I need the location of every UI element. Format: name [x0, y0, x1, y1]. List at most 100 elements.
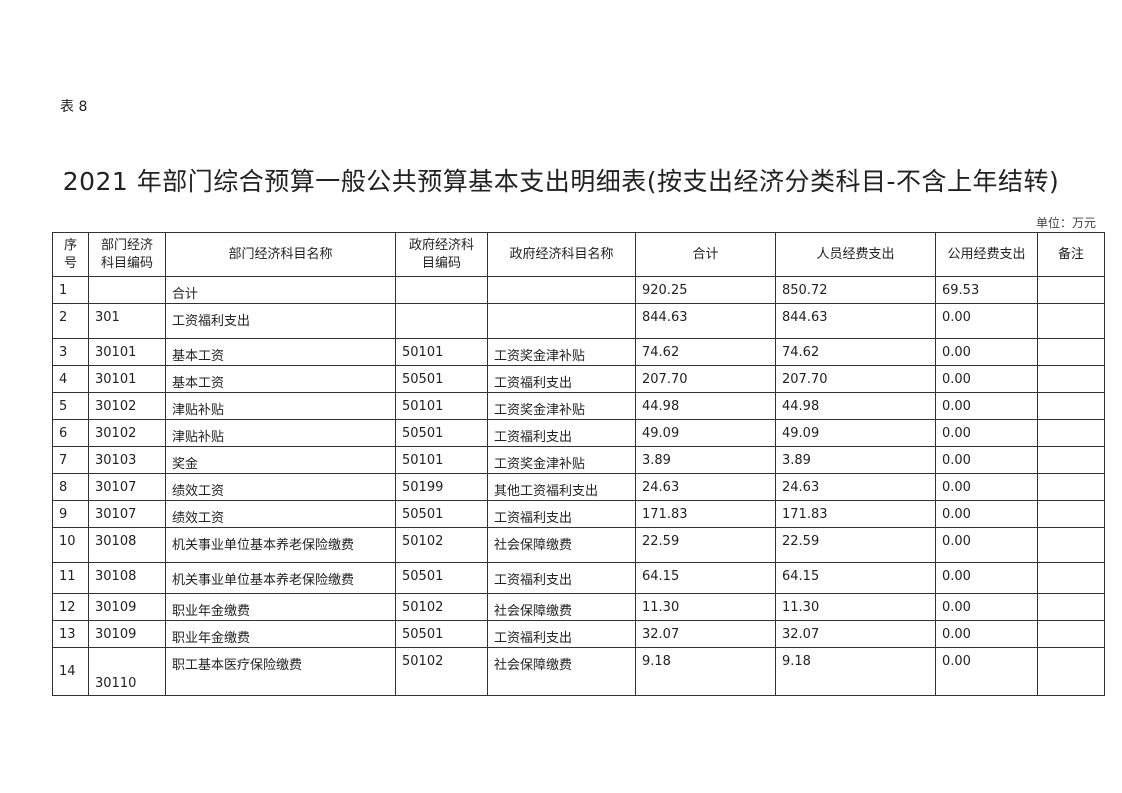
header-line: 政府经济科目名称 [509, 246, 614, 262]
table-cell: 74.62 [775, 338, 936, 366]
table-cell: 171.83 [775, 500, 936, 528]
table-cell: 社会保障缴费 [487, 593, 636, 621]
table-cell: 机关事业单位基本养老保险缴费 [165, 562, 396, 594]
table-cell [1037, 562, 1105, 594]
table-cell: 10 [52, 527, 89, 563]
table-cell: 50199 [395, 473, 488, 501]
header-line: 备注 [1057, 246, 1084, 262]
table-row: 4 30101 基本工资 50501 工资福利支出 207.70 207.70 0.00 [52, 365, 1105, 393]
table-cell: 基本工资 [165, 365, 396, 393]
table-cell: 50501 [395, 500, 488, 528]
table-cell: 奖金 [165, 446, 396, 474]
table-cell: 30108 [88, 562, 166, 594]
table-cell: 1 [52, 276, 89, 304]
table-cell: 0.00 [935, 593, 1038, 621]
column-header: 序号 [52, 232, 89, 277]
budget-table: 序号部门经济 科目编码 部门经济科目名称 政府经济科 目编码 政府经济科目名称 合计 人员经费… [52, 232, 1105, 696]
table-cell: 844.63 [775, 303, 936, 339]
table-cell [1037, 392, 1105, 420]
table-row: 1 合计 920.25 850.72 69.53 [52, 276, 1105, 304]
table-cell: 50102 [395, 647, 488, 696]
table-cell: 12 [52, 593, 89, 621]
header-line: 部门经济 [100, 237, 153, 253]
table-row: 12 30109 职业年金缴费 50102 社会保障缴费 11.30 11.30 0.00 [52, 593, 1105, 621]
table-cell: 0.00 [935, 473, 1038, 501]
table-cell [1037, 419, 1105, 447]
table-cell: 64.15 [775, 562, 936, 594]
column-header: 备注 [1037, 232, 1105, 277]
table-cell: 机关事业单位基本养老保险缴费 [165, 527, 396, 563]
table-cell: 44.98 [775, 392, 936, 420]
table-cell: 津贴补贴 [165, 392, 396, 420]
table-cell: 0.00 [935, 338, 1038, 366]
header-line: 政府经济科 [408, 237, 474, 253]
table-cell [1037, 338, 1105, 366]
table-cell: 44.98 [635, 392, 776, 420]
table-cell: 工资奖金津补贴 [487, 446, 636, 474]
table-cell [1037, 527, 1105, 563]
table-cell: 14 [52, 647, 89, 696]
table-cell: 50101 [395, 338, 488, 366]
table-cell: 30101 [88, 338, 166, 366]
table-cell: 3 [52, 338, 89, 366]
table-cell: 合计 [165, 276, 396, 304]
table-cell: 0.00 [935, 446, 1038, 474]
table-cell: 69.53 [935, 276, 1038, 304]
column-header: 政府经济科目名称 [487, 232, 636, 277]
table-cell: 工资福利支出 [487, 365, 636, 393]
header-line: 目编码 [421, 255, 461, 271]
table-row: 9 30107 绩效工资 50501 工资福利支出 171.83 171.83 0.00 [52, 500, 1105, 528]
table-cell: 50501 [395, 365, 488, 393]
table-cell: 30102 [88, 392, 166, 420]
table-cell [1037, 365, 1105, 393]
table-cell: 11.30 [635, 593, 776, 621]
table-cell: 3.89 [775, 446, 936, 474]
table-cell: 24.63 [775, 473, 936, 501]
table-cell: 30103 [88, 446, 166, 474]
table-cell: 0.00 [935, 500, 1038, 528]
table-cell: 工资福利支出 [487, 562, 636, 594]
table-cell: 绩效工资 [165, 473, 396, 501]
table-cell [1037, 500, 1105, 528]
table-cell: 工资福利支出 [165, 303, 396, 339]
table-cell: 7 [52, 446, 89, 474]
table-cell: 9 [52, 500, 89, 528]
table-cell: 50501 [395, 419, 488, 447]
table-cell: 9.18 [775, 647, 936, 696]
table-cell: 30108 [88, 527, 166, 563]
table-row: 13 30109 职业年金缴费 50501 工资福利支出 32.07 32.07 0.00 [52, 620, 1105, 648]
table-row: 3 30101 基本工资 50101 工资奖金津补贴 74.62 74.62 0.00 [52, 338, 1105, 366]
table-row: 14 30110 职工基本医疗保险缴费 50102 社会保障缴费 9.18 9.18 0.00 [52, 647, 1105, 696]
table-cell: 30110 [88, 647, 166, 696]
table-cell: 0.00 [935, 392, 1038, 420]
table-cell: 5 [52, 392, 89, 420]
table-cell: 社会保障缴费 [487, 527, 636, 563]
table-cell: 11.30 [775, 593, 936, 621]
table-cell: 职工基本医疗保险缴费 [165, 647, 396, 696]
table-cell: 社会保障缴费 [487, 647, 636, 696]
table-cell [1037, 473, 1105, 501]
table-row: 2 301 工资福利支出 844.63 844.63 0.00 [52, 303, 1105, 339]
column-header: 部门经济 科目编码 [88, 232, 166, 277]
table-cell: 49.09 [775, 419, 936, 447]
table-cell: 30109 [88, 593, 166, 621]
table-cell: 4 [52, 365, 89, 393]
column-header: 合计 [635, 232, 776, 277]
table-cell: 207.70 [775, 365, 936, 393]
table-cell: 0.00 [935, 647, 1038, 696]
table-cell: 津贴补贴 [165, 419, 396, 447]
table-cell: 0.00 [935, 620, 1038, 648]
table-cell: 0.00 [935, 527, 1038, 563]
table-cell [395, 276, 488, 304]
table-row: 11 30108 机关事业单位基本养老保险缴费 50501 工资福利支出 64.15 64.… [52, 562, 1105, 594]
table-cell: 0.00 [935, 562, 1038, 594]
table-cell: 工资奖金津补贴 [487, 392, 636, 420]
table-cell: 32.07 [775, 620, 936, 648]
table-cell: 工资福利支出 [487, 500, 636, 528]
table-cell: 工资奖金津补贴 [487, 338, 636, 366]
table-row: 7 30103 奖金 50101 工资奖金津补贴 3.89 3.89 0.00 [52, 446, 1105, 474]
table-cell: 工资福利支出 [487, 419, 636, 447]
table-cell: 22.59 [775, 527, 936, 563]
table-row: 5 30102 津贴补贴 50101 工资奖金津补贴 44.98 44.98 0.00 [52, 392, 1105, 420]
